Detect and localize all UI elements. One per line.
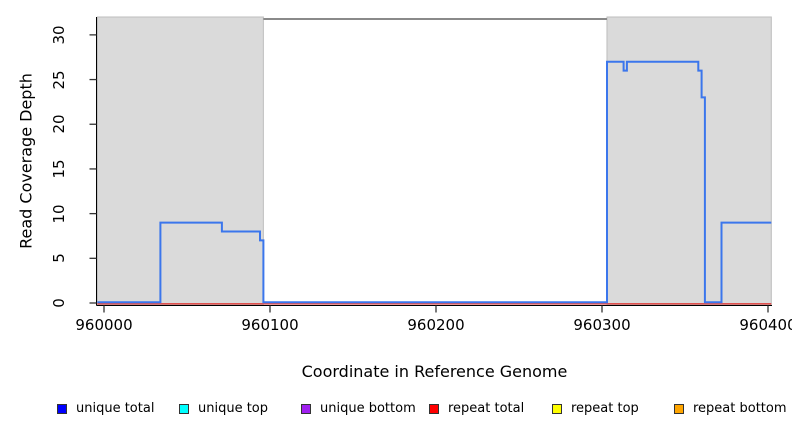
legend-label: unique total xyxy=(76,401,155,416)
legend-label: unique bottom xyxy=(320,401,416,416)
y-axis-title: Read Coverage Depth xyxy=(16,73,36,249)
legend-swatch-icon xyxy=(429,404,439,414)
x-tick-label: 960300 xyxy=(573,316,631,334)
y-tick-label: 0 xyxy=(50,298,68,308)
y-tick-label: 25 xyxy=(50,70,68,90)
y-tick-label: 15 xyxy=(50,159,68,179)
legend-label: repeat total xyxy=(448,401,525,416)
legend-label: repeat top xyxy=(571,401,639,416)
x-tick-label: 960000 xyxy=(75,316,133,334)
chart-legend: unique total unique top unique bottom repea… xyxy=(0,401,792,419)
legend-swatch-icon xyxy=(674,404,684,414)
legend-swatch-icon xyxy=(57,404,67,414)
legend-swatch-icon xyxy=(301,404,311,414)
y-tick-label: 5 xyxy=(50,253,68,264)
legend-label: repeat bottom xyxy=(693,401,787,416)
x-tick-label: 960200 xyxy=(407,316,465,334)
y-tick-label: 20 xyxy=(50,114,68,134)
repeat-region-band xyxy=(606,16,772,306)
legend-swatch-icon xyxy=(552,404,562,414)
x-tick-label: 960400 xyxy=(739,316,792,334)
coverage-step-line xyxy=(97,60,772,304)
legend-swatch-icon xyxy=(179,404,189,414)
repeat-region-band xyxy=(96,16,264,306)
y-tick-label: 30 xyxy=(50,25,68,45)
x-axis-title: Coordinate in Reference Genome xyxy=(301,362,568,381)
x-tick-label: 960100 xyxy=(241,316,299,334)
y-tick-label: 10 xyxy=(50,204,68,224)
legend-label: unique top xyxy=(198,401,269,416)
